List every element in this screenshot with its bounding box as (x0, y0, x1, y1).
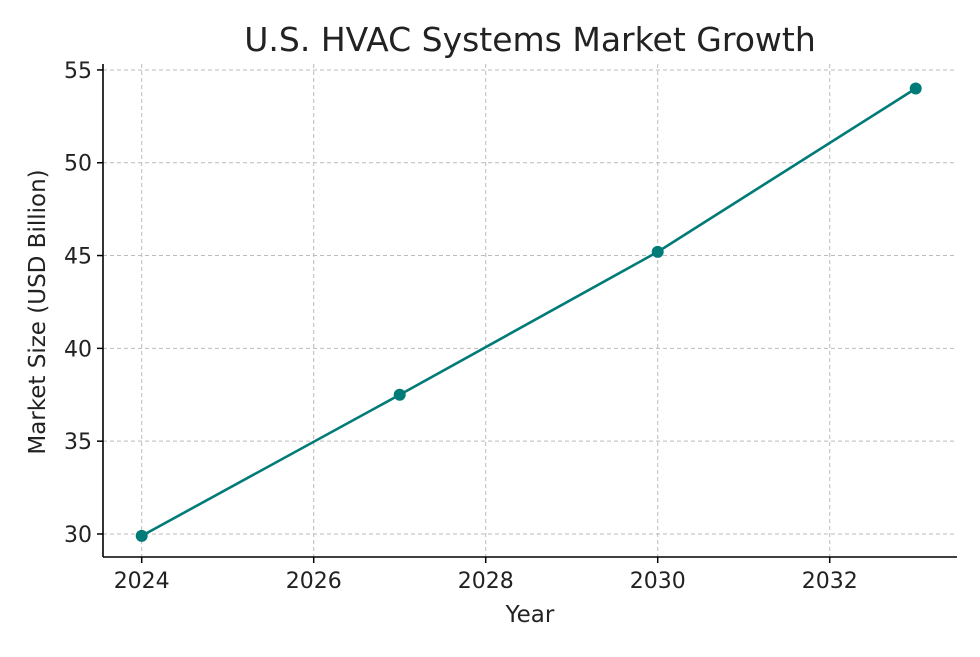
chart-title: U.S. HVAC Systems Market Growth (244, 20, 816, 59)
y-tick-label: 30 (64, 523, 92, 548)
data-point (393, 388, 406, 401)
y-tick-label: 45 (64, 245, 92, 270)
series-line (141, 87, 917, 537)
x-axis-label: Year (505, 602, 555, 628)
y-tick-label: 40 (64, 337, 92, 362)
x-tick-label: 2032 (802, 569, 858, 594)
axes (102, 64, 957, 558)
y-tick-label: 50 (64, 152, 92, 177)
x-tick-label: 2024 (114, 569, 170, 594)
y-tick-label: 35 (64, 430, 92, 455)
data-point (135, 529, 148, 542)
x-tick-label: 2026 (286, 569, 342, 594)
ticks: 2024 2026 2028 2030 2032 30 35 40 45 50 55 (64, 59, 858, 594)
data-point (909, 82, 922, 95)
data-point (651, 245, 664, 258)
series (135, 82, 922, 542)
x-tick-label: 2030 (630, 569, 686, 594)
y-axis-label: Market Size (USD Billion) (25, 169, 51, 454)
grid (103, 64, 957, 557)
x-tick-label: 2028 (458, 569, 514, 594)
y-tick-label: 55 (64, 59, 92, 84)
